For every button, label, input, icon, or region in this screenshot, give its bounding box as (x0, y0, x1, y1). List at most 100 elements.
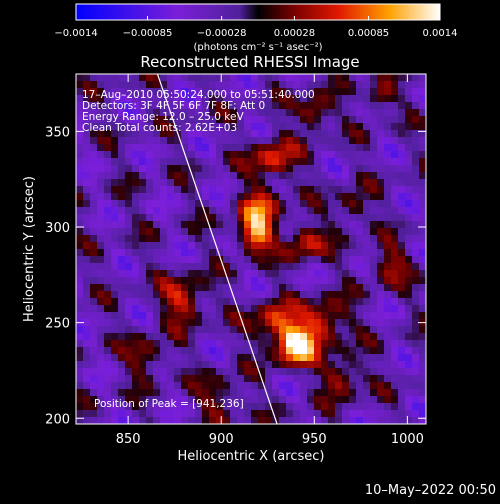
heatmap-cell (244, 235, 252, 243)
heatmap-cell (265, 382, 273, 390)
heatmap-cell (83, 88, 91, 96)
heatmap-cell (188, 361, 196, 369)
heatmap-cell (356, 186, 364, 194)
heatmap-cell (286, 284, 294, 292)
heatmap-cell (188, 109, 196, 117)
heatmap-cell (83, 172, 91, 180)
heatmap-cell (370, 333, 378, 341)
heatmap-cell (398, 81, 406, 89)
heatmap-cell (412, 417, 420, 424)
heatmap-cell (370, 368, 378, 376)
heatmap-cell (384, 74, 392, 82)
heatmap-cell (83, 291, 91, 299)
heatmap-cell (377, 186, 385, 194)
heatmap-cell (97, 144, 105, 152)
heatmap-cell (104, 249, 112, 257)
heatmap-cell (97, 298, 105, 306)
heatmap-cell (195, 158, 203, 166)
heatmap-cell (300, 354, 308, 362)
heatmap-cell (349, 144, 357, 152)
heatmap-cell (363, 221, 371, 229)
heatmap-cell (202, 123, 210, 131)
heatmap-cell (160, 186, 168, 194)
heatmap-cell (307, 81, 315, 89)
heatmap-cell (377, 165, 385, 173)
heatmap-cell (300, 109, 308, 117)
heatmap-cell (321, 207, 329, 215)
heatmap-cell (223, 361, 231, 369)
heatmap-cell (314, 228, 322, 236)
heatmap-cell (258, 298, 266, 306)
heatmap-cell (167, 228, 175, 236)
heatmap-cell (300, 326, 308, 334)
heatmap-cell (216, 375, 224, 383)
heatmap-cell (146, 123, 154, 131)
heatmap-cell (419, 410, 426, 418)
heatmap-cell (321, 347, 329, 355)
heatmap-cell (97, 81, 105, 89)
heatmap-cell (286, 74, 294, 82)
heatmap-cell (307, 389, 315, 397)
heatmap-cell (230, 347, 238, 355)
heatmap-cell (223, 417, 231, 424)
heatmap-cell (307, 179, 315, 187)
heatmap-cell (286, 179, 294, 187)
heatmap-cell (167, 88, 175, 96)
heatmap-cell (272, 186, 280, 194)
heatmap-cell (258, 242, 266, 250)
heatmap-cell (342, 228, 350, 236)
heatmap-cell (272, 81, 280, 89)
heatmap-cell (209, 410, 217, 418)
heatmap-cell (321, 172, 329, 180)
heatmap-cell (314, 305, 322, 313)
heatmap-cell (83, 354, 91, 362)
heatmap-cell (195, 333, 203, 341)
heatmap-cell (370, 165, 378, 173)
heatmap-cell (174, 186, 182, 194)
heatmap-cell (195, 361, 203, 369)
heatmap-cell (111, 207, 119, 215)
heatmap-cell (258, 207, 266, 215)
heatmap-cell (223, 193, 231, 201)
heatmap-cell (244, 200, 252, 208)
heatmap-cell (181, 410, 189, 418)
heatmap-cell (132, 102, 140, 110)
heatmap-cell (279, 186, 287, 194)
heatmap-cell (321, 74, 329, 82)
heatmap-cell (398, 130, 406, 138)
heatmap-cell (300, 123, 308, 131)
heatmap-cell (370, 144, 378, 152)
heatmap-cell (300, 186, 308, 194)
heatmap-cell (76, 417, 84, 424)
heatmap-cell (314, 172, 322, 180)
heatmap-cell (139, 396, 147, 404)
heatmap-cell (125, 326, 133, 334)
heatmap-cell (398, 256, 406, 264)
heatmap-cell (237, 172, 245, 180)
heatmap-cell (216, 158, 224, 166)
heatmap-cell (328, 158, 336, 166)
heatmap-cell (181, 249, 189, 257)
heatmap-cell (356, 312, 364, 320)
heatmap-cell (223, 396, 231, 404)
heatmap-cell (398, 186, 406, 194)
heatmap-cell (398, 305, 406, 313)
heatmap-cell (223, 256, 231, 264)
heatmap-cell (237, 102, 245, 110)
heatmap-cell (132, 200, 140, 208)
heatmap-cell (111, 88, 119, 96)
heatmap-cell (328, 186, 336, 194)
heatmap-cell (216, 242, 224, 250)
heatmap-cell (146, 417, 154, 424)
heatmap-cell (118, 410, 126, 418)
heatmap-cell (244, 130, 252, 138)
heatmap-cell (237, 368, 245, 376)
heatmap-cell (230, 228, 238, 236)
heatmap-cell (244, 396, 252, 404)
heatmap-cell (405, 256, 413, 264)
heatmap-cell (76, 186, 84, 194)
heatmap-cell (83, 228, 91, 236)
heatmap-cell (342, 123, 350, 131)
heatmap-cell (237, 361, 245, 369)
heatmap-cell (146, 270, 154, 278)
